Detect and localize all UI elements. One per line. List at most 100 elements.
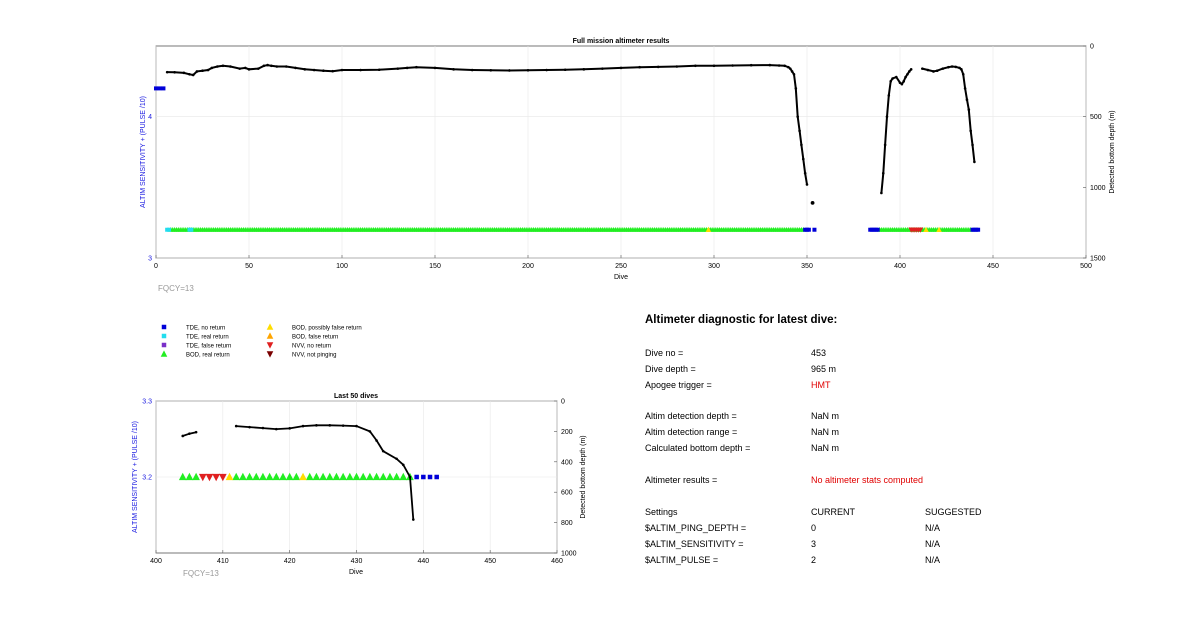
bottom-depth-point — [415, 65, 418, 69]
bottom-depth-point — [284, 65, 288, 68]
legend-marker — [266, 351, 274, 358]
bottom-depth-point — [355, 424, 358, 428]
tde-no-return-marker — [806, 227, 811, 232]
bottom-depth-point — [731, 64, 734, 67]
bottom-depth-point — [883, 143, 887, 147]
x-tick-label: 400 — [150, 558, 162, 565]
main-ticks: 0 50 100 150 200 250 300 350 400 450 500 3 4 0 500 1000… — [148, 44, 1106, 271]
bottom-depth-point — [656, 65, 660, 69]
dive-depth-value: 965 m — [811, 364, 837, 374]
tde-no-return-marker — [157, 86, 162, 91]
y-right-tick-label: 0 — [1090, 44, 1094, 51]
y-right-tick-label: 1000 — [1090, 185, 1106, 192]
bottom-depth-point — [932, 70, 935, 73]
bottom-depth-point — [909, 68, 913, 71]
legend-marker — [161, 342, 167, 348]
main-y-left-label: ALTIM SENSITIVITY + (PULSE /10) — [140, 96, 147, 208]
nvv-no-return-marker — [917, 227, 924, 233]
bottom-depth-point — [545, 68, 548, 72]
bottom-depth-point — [563, 68, 567, 72]
bottom-depth-point — [262, 64, 266, 68]
small-ticks: 400 410 420 430 440 450 460 3.3 3.2 0 200 400 600 800… — [142, 399, 576, 566]
x-tick-label: 300 — [708, 263, 720, 270]
altim-detection-depth-label: Altim detection depth = — [645, 411, 737, 421]
bottom-depth-point — [810, 200, 815, 205]
x-tick-label: 250 — [615, 263, 627, 270]
bod-possibly-false-marker — [225, 472, 234, 481]
bottom-depth-point — [257, 67, 260, 70]
calculated-bottom-depth-value: NaN m — [811, 443, 840, 453]
y-right-tick-label: 1500 — [1090, 256, 1106, 263]
x-tick-label: 150 — [429, 263, 441, 270]
nvv-no-return-marker — [218, 473, 227, 482]
bottom-depth-point — [902, 80, 906, 83]
bottom-depth-point — [971, 143, 974, 147]
bod-real-return-marker — [372, 472, 381, 481]
tde-no-return-marker — [421, 474, 426, 480]
bottom-depth-point — [340, 68, 344, 72]
bottom-depth-point — [958, 66, 961, 70]
x-tick-label: 0 — [154, 263, 158, 270]
altimeter-results-value: No altimeter stats computed — [811, 475, 924, 485]
tde-real-return-marker — [189, 227, 194, 232]
bottom-depth-point — [396, 67, 400, 70]
x-tick-label: 50 — [245, 263, 253, 270]
bod-real-return-marker — [245, 472, 254, 481]
bottom-depth-point — [275, 427, 278, 431]
bottom-depth-point — [788, 67, 792, 70]
bottom-depth-point — [805, 183, 809, 186]
tde-no-return-marker — [812, 227, 817, 232]
bod-possibly-false-marker — [705, 226, 712, 232]
bod-real-return-marker — [312, 472, 321, 481]
bottom-depth-point — [967, 108, 971, 111]
bottom-depth-point — [165, 70, 169, 74]
y-left-tick-label: 3 — [148, 256, 152, 263]
bod-real-return-marker — [279, 472, 287, 481]
bottom-depth-point — [941, 67, 945, 70]
bottom-depth-point — [965, 98, 969, 102]
bottom-depth-point — [188, 432, 191, 435]
bottom-depth-point — [331, 69, 335, 73]
bottom-depth-point — [191, 73, 195, 77]
bottom-depth-point — [301, 424, 305, 428]
bod-real-return-marker — [192, 472, 200, 481]
dive-no-value: 453 — [811, 348, 827, 358]
small-x-axis-label: Dive — [349, 569, 363, 576]
bottom-depth-line — [167, 64, 808, 185]
bottom-depth-point — [182, 71, 186, 75]
bottom-depth-point — [638, 65, 641, 69]
bottom-depth-point — [526, 69, 530, 72]
bod-real-return-marker — [325, 472, 334, 481]
bottom-depth-point — [381, 449, 385, 453]
bottom-depth-point — [796, 115, 799, 118]
bottom-depth-point — [433, 66, 437, 70]
altim-detection-range-value: NaN m — [811, 427, 840, 437]
small-chart-title: Last 50 dives — [334, 393, 378, 400]
bottom-depth-point — [508, 69, 511, 72]
bod-real-return-marker — [359, 472, 368, 481]
bottom-depth-point — [341, 424, 345, 427]
bottom-depth-point — [194, 430, 198, 434]
small-markers — [178, 472, 439, 482]
bottom-depth-point — [675, 65, 679, 68]
bottom-depth-point — [247, 68, 251, 71]
bottom-depth-point — [935, 69, 939, 73]
bottom-depth-point — [926, 68, 930, 72]
y-left-tick-label: 4 — [148, 114, 152, 121]
x-tick-label: 430 — [351, 558, 363, 565]
bottom-depth-point — [181, 434, 185, 438]
bottom-depth-point — [973, 160, 976, 164]
legend-marker — [266, 323, 274, 330]
x-tick-label: 450 — [987, 263, 999, 270]
bottom-depth-point — [210, 66, 214, 70]
small-fqcy-annotation: FQCY=13 — [183, 569, 219, 578]
bottom-depth-point — [412, 518, 415, 521]
nvv-no-return-marker — [212, 473, 220, 482]
bottom-depth-point — [881, 171, 885, 175]
bod-real-return-marker — [399, 472, 408, 481]
bottom-depth-point — [395, 457, 398, 461]
bod-real-return-marker — [259, 472, 267, 481]
legend-label: NVV, no return — [292, 344, 331, 350]
bod-real-return-marker — [265, 472, 274, 481]
setting-suggested: N/A — [925, 523, 941, 533]
